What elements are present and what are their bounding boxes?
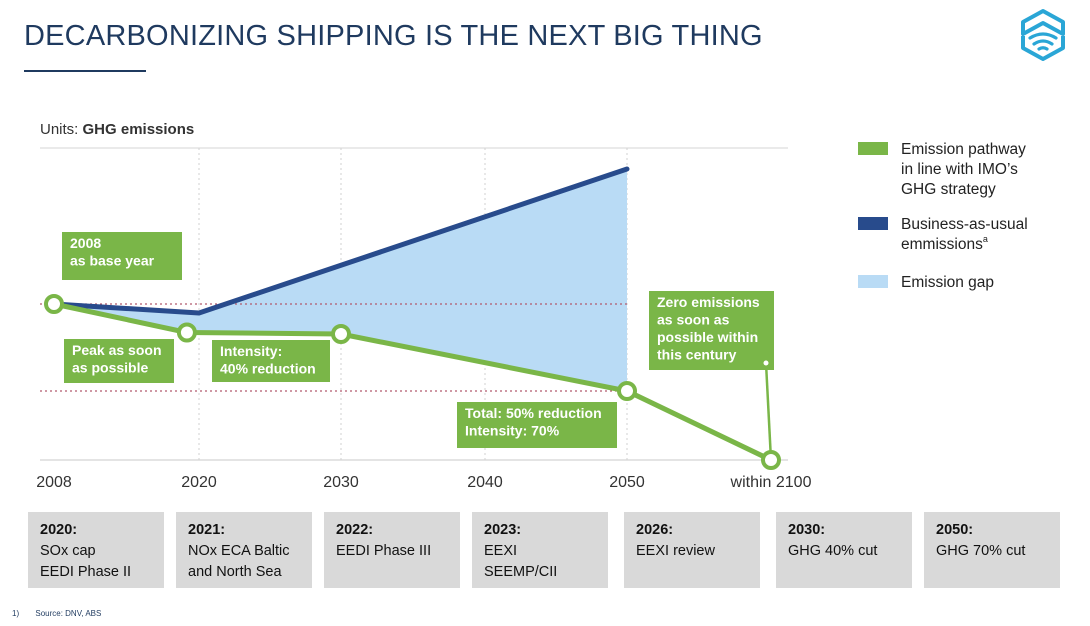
- emission-gap-area: [54, 169, 627, 391]
- page-title: DECARBONIZING SHIPPING IS THE NEXT BIG T…: [24, 20, 763, 52]
- annotation-peak-text: as possible: [72, 360, 148, 376]
- x-tick-label: 2020: [181, 474, 217, 491]
- hexagon-wave-logo-icon: [1021, 9, 1065, 61]
- timeline-year: 2022:: [336, 522, 374, 538]
- x-tick-label: 2050: [609, 474, 645, 491]
- annotation-zero-emissions-text: this century: [657, 347, 737, 363]
- timeline-box: 2030: GHG 40% cut: [776, 512, 912, 588]
- annotation-zero-emissions-text: as soon as: [657, 312, 730, 328]
- annotation-zero-emissions-leader: [764, 362, 773, 461]
- legend-label: emmissionsa: [901, 234, 988, 253]
- business-as-usual-line: [51, 166, 630, 316]
- legend-label: Emission gap: [901, 274, 994, 291]
- timeline-box: 2022: EEDI Phase III: [324, 512, 460, 588]
- legend-label: GHG strategy: [901, 181, 996, 198]
- pathway-point: [761, 450, 781, 470]
- timeline-item: SEEMP/CII: [484, 564, 558, 580]
- footnote: 1) Source: DNV, ABS: [12, 609, 115, 618]
- annotation-base-year-text: as base year: [70, 253, 155, 269]
- pathway-point: [176, 322, 197, 343]
- title-underline: [24, 70, 146, 72]
- timeline-box: 2050: GHG 70% cut: [924, 512, 1060, 588]
- timeline-item: SOx cap: [40, 543, 96, 559]
- annotation-base-year-text: 2008: [70, 235, 101, 251]
- timeline-item: EEDI Phase III: [336, 543, 432, 559]
- timeline-year: 2050:: [936, 522, 974, 538]
- legend-label: in line with IMO’s: [901, 161, 1018, 178]
- legend-swatch: [858, 275, 888, 288]
- emissions-chart: Units: GHG emissions 2008 2020 2030 2040 2050…: [36, 121, 1028, 491]
- timeline-box: 2026: EEXI review: [624, 512, 760, 588]
- timeline-box: 2023: EEXI SEEMP/CII: [472, 512, 608, 588]
- timeline-item: and North Sea: [188, 564, 282, 580]
- pathway-point: [331, 324, 351, 344]
- timeline-box: 2020: SOx cap EEDI Phase II: [28, 512, 164, 588]
- x-tick-label: 2008: [36, 474, 72, 491]
- timeline-year: 2026:: [636, 522, 674, 538]
- units-label: Units: GHG emissions: [40, 121, 194, 138]
- timeline-year: 2030:: [788, 522, 826, 538]
- legend-label: Emission pathway: [901, 141, 1026, 158]
- x-tick-label: 2040: [467, 474, 503, 491]
- annotation-intensity-text: Intensity:: [220, 343, 282, 359]
- annotation-2050-text: Total: 50% reduction: [465, 405, 602, 421]
- x-tick-label: 2030: [323, 474, 359, 491]
- annotation-2050-text: Intensity: 70%: [465, 423, 560, 439]
- footnote-source: Source: DNV, ABS: [35, 609, 102, 618]
- timeline-year: 2023:: [484, 522, 522, 538]
- footnote-number: 1): [12, 609, 20, 618]
- timeline-item: EEDI Phase II: [40, 564, 132, 580]
- legend-swatch: [858, 217, 888, 230]
- annotation-zero-emissions-leader-dot: [763, 360, 769, 366]
- timeline-year: 2021:: [188, 522, 226, 538]
- timeline-year: 2020:: [40, 522, 78, 538]
- timeline-item: NOx ECA Baltic: [188, 543, 290, 559]
- annotation-zero-emissions-text: possible within: [657, 329, 758, 345]
- annotation-intensity-text: 40% reduction: [220, 361, 316, 377]
- annotation-base-year-box: [62, 232, 182, 280]
- timeline-item: GHG 70% cut: [936, 543, 1026, 559]
- annotation-2050-box: [457, 402, 617, 448]
- legend-swatch: [858, 142, 888, 155]
- timeline-item: EEXI review: [636, 543, 715, 559]
- timeline-item: EEXI: [484, 543, 518, 559]
- x-tick-label: within 2100: [730, 474, 812, 491]
- timeline-box: 2021: NOx ECA Baltic and North Sea: [176, 512, 312, 588]
- annotation-zero-emissions-text: Zero emissions: [657, 294, 760, 310]
- annotation-intensity-box: [212, 340, 330, 382]
- annotation-zero-emissions-box: [649, 291, 774, 370]
- legend-label: Business-as-usual: [901, 216, 1028, 233]
- annotation-peak-box: [64, 339, 174, 383]
- pathway-point: [617, 381, 637, 401]
- timeline-item: GHG 40% cut: [788, 543, 878, 559]
- pathway-point: [44, 294, 64, 314]
- annotation-peak-text: Peak as soon: [72, 342, 162, 358]
